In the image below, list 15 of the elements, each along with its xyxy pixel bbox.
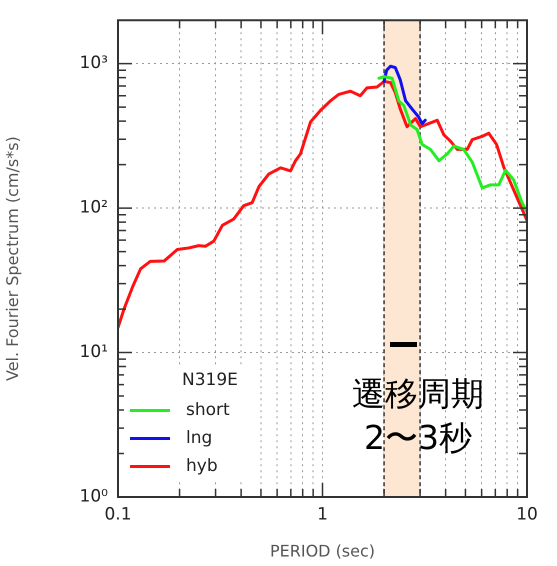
x-axis-title: PERIOD (sec) <box>270 542 376 561</box>
y-tick-label: 10⁰ <box>80 486 108 506</box>
legend-title: N319E <box>182 370 238 390</box>
legend-label: short <box>186 400 230 420</box>
legend-label: lng <box>186 428 212 448</box>
y-tick-label: 10¹ <box>80 342 108 362</box>
x-tick-label: 1 <box>317 504 328 525</box>
x-tick-label: 10 <box>516 504 538 525</box>
legend-label: hyb <box>186 456 218 476</box>
annotation: 2〜3秒 <box>363 417 473 459</box>
x-tick-label: 0.1 <box>104 504 132 525</box>
y-tick-label: 10³ <box>80 53 108 74</box>
annotation: 遷移周期 <box>351 373 485 415</box>
y-tick-label: 10² <box>80 198 108 218</box>
y-axis-title: Vel. Fourier Spectrum (cm/s*s) <box>2 136 22 382</box>
